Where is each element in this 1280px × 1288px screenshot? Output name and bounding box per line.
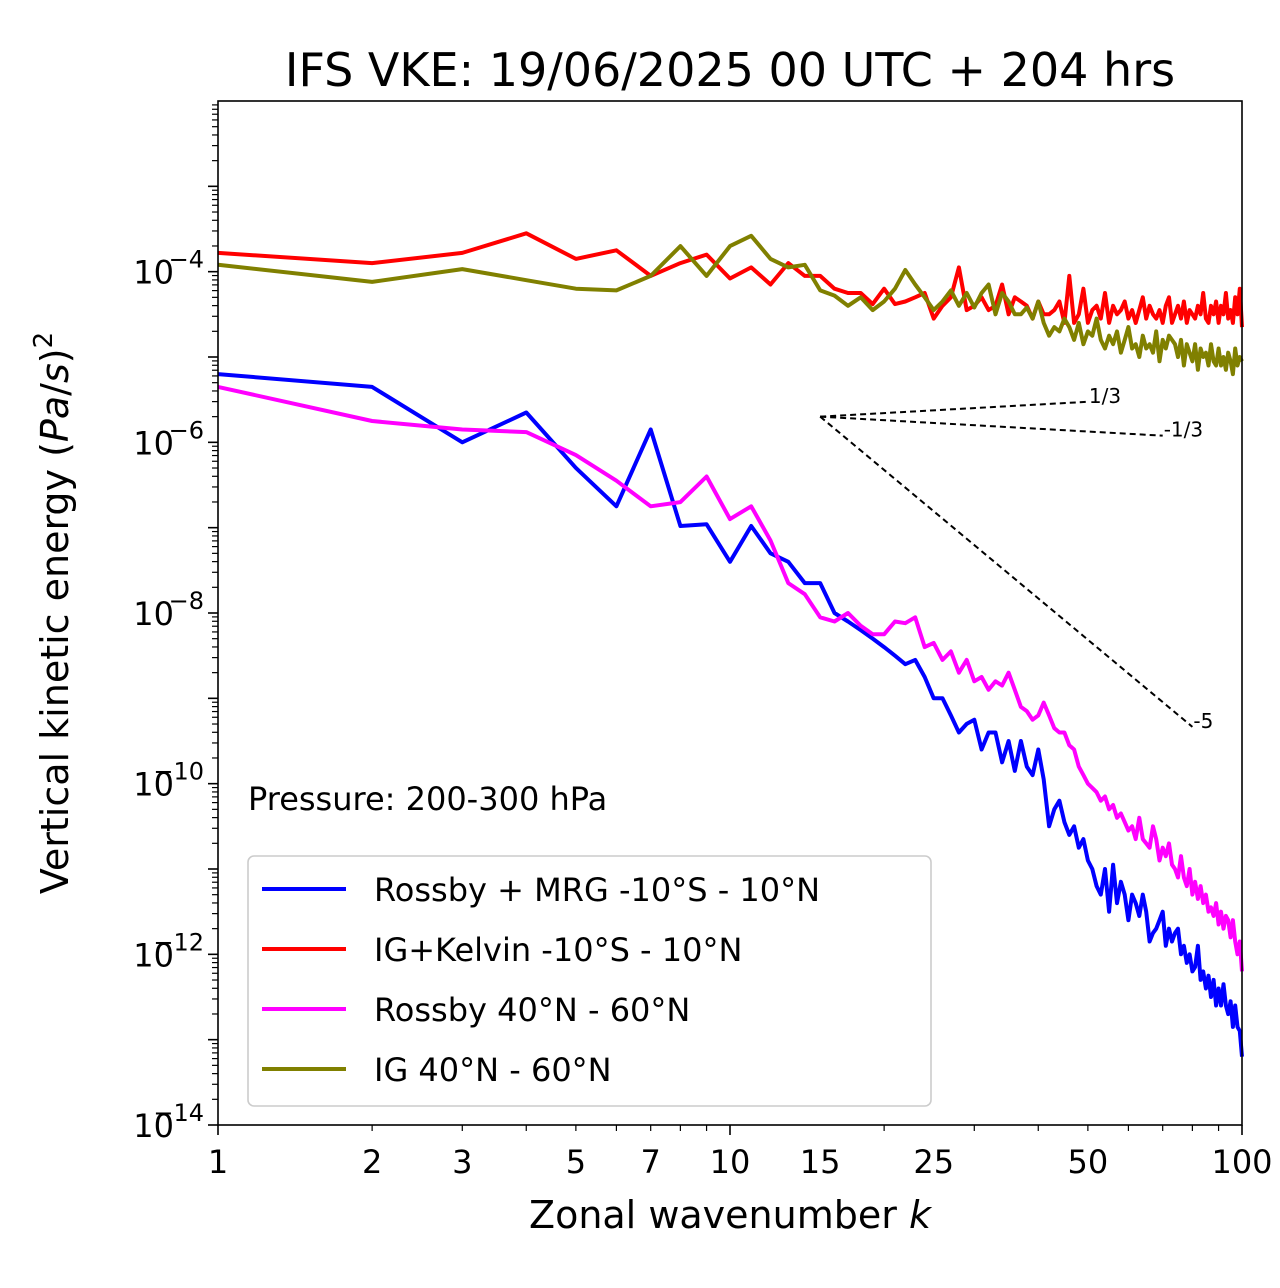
- x-axis-title-var: k: [909, 1193, 933, 1237]
- y-tick-exponent-5: −4: [169, 246, 204, 274]
- legend-box: [247, 855, 932, 1107]
- x-tick-label-4: 7: [641, 1143, 661, 1181]
- x-axis-title: Zonal wavenumber k: [529, 1193, 933, 1237]
- y-tick-exponent-3: −8: [169, 587, 204, 615]
- x-tick-label-0: 1: [208, 1143, 228, 1181]
- y-tick-exponent-0: −14: [153, 1099, 204, 1127]
- series-line-3: [217, 233, 1244, 377]
- legend-label-1: IG+Kelvin -10°S - 10°N: [374, 931, 742, 969]
- y-tick-label-3: 10−8: [133, 587, 204, 633]
- y-axis-title: Vertical kinetic energy (Pa/s)2: [29, 332, 77, 894]
- x-tick-label-3: 5: [566, 1143, 586, 1181]
- series-line-0: [217, 372, 1244, 1057]
- x-tick-label-6: 15: [800, 1143, 841, 1181]
- legend: Rossby + MRG -10°S - 10°N IG+Kelvin -10°S…: [247, 855, 932, 1107]
- x-tick-label-2: 3: [452, 1143, 472, 1181]
- chart-title: IFS VKE: 19/06/2025 00 UTC + 204 hrs: [285, 43, 1175, 97]
- series-line-2: [217, 384, 1244, 972]
- reference-slope-line-0: [820, 400, 1088, 418]
- legend-label-2: Rossby 40°N - 60°N: [374, 991, 690, 1029]
- reference-slope-label-0: 1/3: [1089, 384, 1121, 408]
- legend-label-0: Rossby + MRG -10°S - 10°N: [374, 871, 820, 909]
- x-tick-label-9: 100: [1211, 1143, 1272, 1181]
- reference-slope-label-2: -5: [1193, 709, 1213, 733]
- x-axis-ticks: 1 2 3 5 7 10 15 25 50 100: [208, 1125, 1273, 1181]
- x-tick-label-5: 10: [710, 1143, 751, 1181]
- y-tick-label-4: 10−6: [133, 416, 204, 462]
- reference-slope-line-2: [819, 415, 1194, 728]
- reference-slopes: 1/3 -1/3 -5: [819, 384, 1213, 733]
- series-layer: [217, 231, 1244, 1057]
- x-tick-label-1: 2: [362, 1143, 382, 1181]
- reference-slope-line-1: [820, 415, 1163, 437]
- y-tick-label-5: 10−4: [133, 246, 204, 292]
- legend-label-3: IG 40°N - 60°N: [374, 1051, 612, 1089]
- y-tick-exponent-2: −10: [153, 758, 204, 786]
- y-tick-exponent-1: −12: [153, 928, 204, 956]
- series-line-1: [217, 231, 1244, 328]
- x-tick-label-7: 25: [913, 1143, 954, 1181]
- y-tick-exponent-4: −6: [169, 416, 204, 444]
- plot-frame: [217, 100, 1243, 1126]
- x-tick-label-8: 50: [1068, 1143, 1109, 1181]
- x-axis-title-text: Zonal wavenumber: [529, 1193, 909, 1237]
- pressure-annotation: Pressure: 200-300 hPa: [248, 780, 607, 818]
- reference-slope-label-1: -1/3: [1164, 418, 1203, 442]
